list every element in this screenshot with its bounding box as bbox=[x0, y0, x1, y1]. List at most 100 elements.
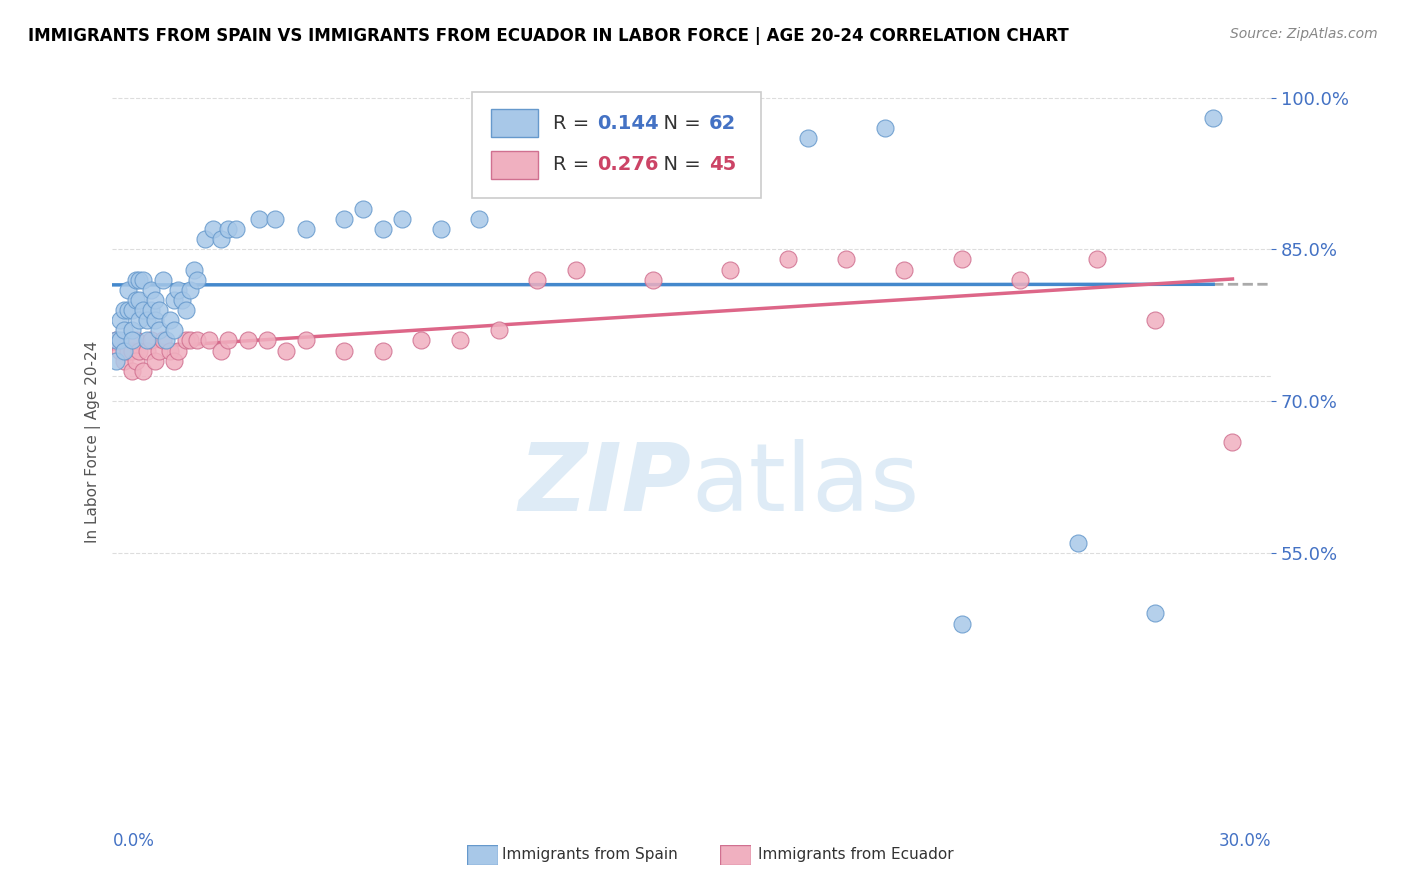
Text: 30.0%: 30.0% bbox=[1219, 832, 1271, 850]
Point bbox=[148, 323, 170, 337]
Text: 0.144: 0.144 bbox=[596, 114, 658, 133]
Point bbox=[353, 202, 375, 216]
Point bbox=[603, 131, 626, 145]
Point bbox=[294, 334, 316, 348]
Point bbox=[112, 353, 135, 368]
Point bbox=[143, 293, 166, 307]
Point bbox=[112, 303, 135, 318]
FancyBboxPatch shape bbox=[491, 110, 537, 137]
Point bbox=[1144, 313, 1167, 327]
Point bbox=[1144, 607, 1167, 621]
Point bbox=[128, 343, 150, 358]
Point bbox=[121, 364, 143, 378]
Point bbox=[148, 343, 170, 358]
Point bbox=[371, 343, 394, 358]
Point bbox=[1008, 273, 1031, 287]
Point bbox=[128, 273, 150, 287]
Point bbox=[128, 313, 150, 327]
Text: Immigrants from Ecuador: Immigrants from Ecuador bbox=[758, 847, 953, 863]
Point bbox=[371, 222, 394, 236]
Point bbox=[163, 293, 186, 307]
Text: R =: R = bbox=[553, 114, 595, 133]
FancyBboxPatch shape bbox=[491, 151, 537, 178]
Text: 62: 62 bbox=[709, 114, 737, 133]
Point bbox=[893, 262, 915, 277]
Point bbox=[333, 212, 356, 227]
Point bbox=[163, 353, 186, 368]
Point bbox=[391, 212, 413, 227]
Point bbox=[117, 343, 139, 358]
Point bbox=[411, 334, 433, 348]
Point bbox=[209, 232, 232, 246]
Point bbox=[136, 313, 159, 327]
Point bbox=[159, 313, 181, 327]
Point bbox=[105, 353, 128, 368]
Point bbox=[121, 334, 143, 348]
Point bbox=[124, 293, 146, 307]
Point bbox=[117, 283, 139, 297]
Point bbox=[139, 283, 162, 297]
Y-axis label: In Labor Force | Age 20-24: In Labor Force | Age 20-24 bbox=[86, 341, 101, 542]
Point bbox=[163, 323, 186, 337]
Point bbox=[835, 252, 858, 267]
Point bbox=[117, 303, 139, 318]
Point bbox=[217, 222, 239, 236]
Point bbox=[276, 343, 298, 358]
Point bbox=[124, 334, 146, 348]
Point bbox=[167, 283, 190, 297]
Point bbox=[179, 283, 201, 297]
Point bbox=[152, 273, 174, 287]
Point bbox=[873, 121, 896, 136]
Text: R =: R = bbox=[553, 155, 595, 174]
Point bbox=[488, 323, 510, 337]
Text: ZIP: ZIP bbox=[519, 439, 692, 532]
Point bbox=[468, 212, 491, 227]
Point bbox=[139, 334, 162, 348]
Point bbox=[170, 293, 193, 307]
Point bbox=[128, 293, 150, 307]
Point bbox=[1067, 535, 1090, 549]
Point bbox=[1222, 434, 1244, 449]
Point bbox=[179, 334, 201, 348]
Point bbox=[236, 334, 259, 348]
Text: 45: 45 bbox=[709, 155, 737, 174]
Point bbox=[718, 111, 741, 125]
Point bbox=[643, 273, 665, 287]
Point bbox=[155, 334, 177, 348]
Point bbox=[148, 303, 170, 318]
Point bbox=[186, 273, 208, 287]
Point bbox=[183, 262, 205, 277]
Point bbox=[247, 212, 270, 227]
Text: atlas: atlas bbox=[692, 439, 920, 532]
Point bbox=[1202, 111, 1225, 125]
Point bbox=[256, 334, 278, 348]
FancyBboxPatch shape bbox=[471, 92, 761, 198]
Point bbox=[217, 334, 239, 348]
Point bbox=[132, 303, 155, 318]
Point bbox=[143, 353, 166, 368]
Point bbox=[201, 222, 224, 236]
Point bbox=[124, 273, 146, 287]
Point bbox=[186, 334, 208, 348]
Point bbox=[139, 303, 162, 318]
Text: N =: N = bbox=[651, 114, 707, 133]
Point bbox=[108, 313, 131, 327]
Point bbox=[159, 343, 181, 358]
Point bbox=[225, 222, 247, 236]
Point bbox=[132, 364, 155, 378]
Point bbox=[1085, 252, 1108, 267]
Point bbox=[108, 334, 131, 348]
Point bbox=[121, 303, 143, 318]
Point bbox=[796, 131, 818, 145]
Point bbox=[105, 334, 128, 348]
Point bbox=[136, 343, 159, 358]
Point bbox=[174, 334, 197, 348]
Point bbox=[950, 616, 973, 631]
Point bbox=[429, 222, 451, 236]
Point bbox=[333, 343, 356, 358]
Point bbox=[194, 232, 217, 246]
Point bbox=[449, 334, 471, 348]
Point bbox=[105, 334, 128, 348]
Point bbox=[121, 323, 143, 337]
Point bbox=[209, 343, 232, 358]
